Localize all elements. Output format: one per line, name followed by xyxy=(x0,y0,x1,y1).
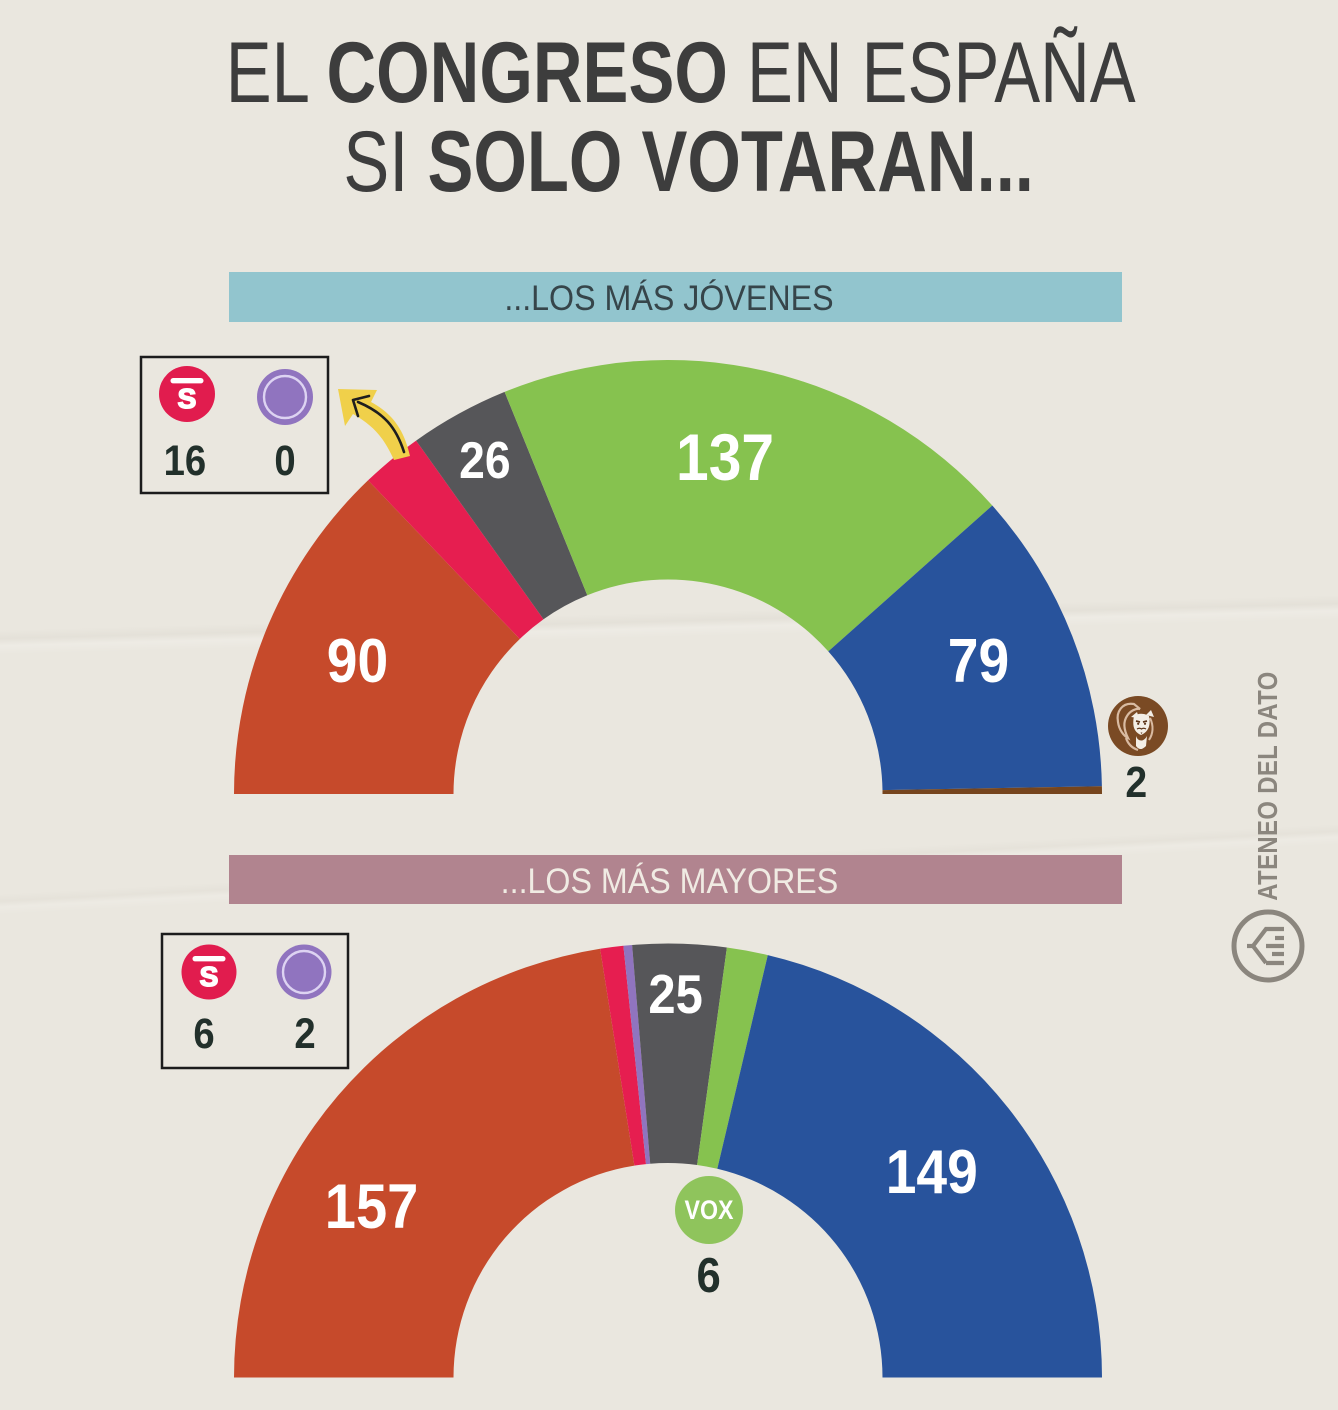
svg-text:VOX: VOX xyxy=(684,1195,733,1225)
svg-text:S: S xyxy=(200,961,219,992)
svg-text:S: S xyxy=(178,383,197,414)
